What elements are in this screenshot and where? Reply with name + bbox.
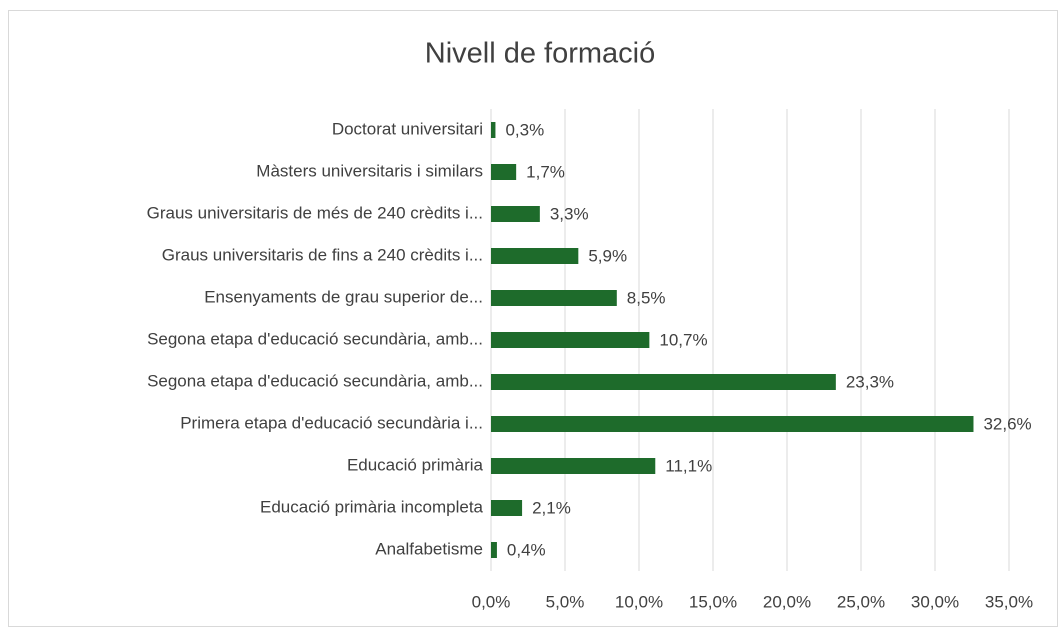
data-label: 0,4% [507,540,546,559]
y-tick-label: Primera etapa d'educació secundària i... [180,413,483,432]
y-tick-label: Educació primària incompleta [260,497,484,516]
bar [491,290,617,306]
bar [491,416,974,432]
data-label: 10,7% [659,330,707,349]
data-label: 23,3% [846,372,894,391]
y-tick-label: Analfabetisme [375,539,483,558]
bar [491,164,517,180]
y-tick-label: Màsters universitaris i similars [256,161,483,180]
bar [491,206,540,222]
y-tick-label: Segona etapa d'educació secundària, amb.… [147,371,483,390]
data-label: 5,9% [588,246,627,265]
x-tick-label: 15,0% [689,592,737,611]
x-tick-label: 30,0% [911,592,959,611]
x-tick-label: 25,0% [837,592,885,611]
data-label: 3,3% [550,204,589,223]
y-tick-label: Doctorat universitari [332,119,483,138]
bar [491,332,650,348]
y-tick-label: Ensenyaments de grau superior de... [204,287,483,306]
data-label: 2,1% [532,498,571,517]
x-tick-label: 10,0% [615,592,663,611]
bar [491,500,523,516]
data-label: 8,5% [627,288,666,307]
data-label: 0,3% [505,120,544,139]
bar [491,122,496,138]
data-label: 1,7% [526,162,565,181]
bar [491,248,579,264]
x-tick-label: 5,0% [546,592,585,611]
x-tick-label: 20,0% [763,592,811,611]
bar [491,374,836,390]
y-tick-label: Graus universitaris de fins a 240 crèdit… [162,245,483,264]
y-tick-label: Graus universitaris de més de 240 crèdit… [147,203,483,222]
chart-title: Nivell de formació [425,38,655,70]
y-tick-label: Segona etapa d'educació secundària, amb.… [147,329,483,348]
data-label: 32,6% [983,414,1031,433]
y-tick-label: Educació primària [347,455,484,474]
data-label: 11,1% [665,456,712,475]
chart-frame [8,10,1058,627]
bar [491,542,497,558]
x-tick-label: 0,0% [472,592,511,611]
bar [491,458,656,474]
x-tick-label: 35,0% [985,592,1033,611]
